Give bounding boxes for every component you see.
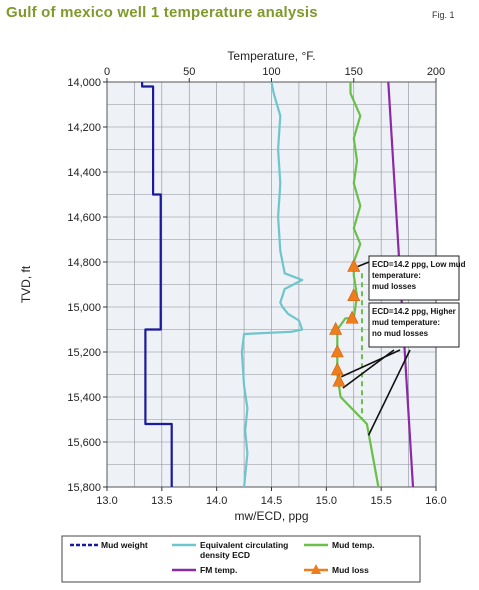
y-tick-label: 15,600 bbox=[67, 437, 101, 449]
legend-swatch-marker bbox=[311, 564, 321, 574]
x-bottom-tick-label: 13.5 bbox=[151, 495, 172, 507]
annotation-text: mud losses bbox=[372, 282, 417, 291]
x-top-tick-label: 50 bbox=[183, 66, 195, 78]
x-top-tick-label: 150 bbox=[345, 66, 363, 78]
annotation-text: mud temperature: bbox=[372, 318, 440, 327]
mud-loss-marker bbox=[330, 344, 344, 358]
x-bottom-tick-label: 15.5 bbox=[370, 495, 391, 507]
x-bottom-tick-label: 14.5 bbox=[261, 495, 282, 507]
mud-weight-line bbox=[141, 82, 173, 487]
legend-label: density ECD bbox=[200, 550, 250, 560]
annotation-leader bbox=[367, 349, 411, 436]
y-tick-label: 15,400 bbox=[67, 392, 101, 404]
y-tick-label: 15,800 bbox=[67, 482, 101, 494]
annotation-text: no mud losses bbox=[372, 329, 429, 338]
x-top-axis-label: Temperature, °F. bbox=[227, 49, 315, 63]
annotation-leader bbox=[342, 349, 395, 389]
mud-loss-marker bbox=[347, 288, 361, 302]
mud-loss-marker bbox=[329, 321, 343, 335]
x-bottom-axis-label: mw/ECD, ppg bbox=[234, 509, 308, 523]
y-tick-label: 14,400 bbox=[67, 167, 101, 179]
annotation-leader bbox=[340, 349, 401, 378]
y-tick-label: 15,000 bbox=[67, 302, 101, 314]
x-top-tick-label: 100 bbox=[262, 66, 280, 78]
x-top-tick-label: 200 bbox=[427, 66, 445, 78]
mud-loss-marker bbox=[347, 258, 361, 272]
annotation-box bbox=[368, 302, 460, 348]
annotation-text: ECD=14.2 ppg, Low mud bbox=[372, 260, 466, 269]
x-bottom-tick-label: 14.0 bbox=[206, 495, 227, 507]
figure-label: Fig. 1 bbox=[432, 10, 455, 20]
x-bottom-tick-label: 15.0 bbox=[316, 495, 337, 507]
annotation-text: ECD=14.2 ppg, Higher bbox=[372, 307, 456, 316]
chart-title: Gulf of mexico well 1 temperature analys… bbox=[6, 4, 318, 21]
annotation-box bbox=[368, 255, 460, 301]
y-tick-label: 14,600 bbox=[67, 212, 101, 224]
legend-label: Mud temp. bbox=[332, 540, 375, 550]
x-top-tick-label: 0 bbox=[104, 66, 110, 78]
legend-label: Mud loss bbox=[332, 565, 369, 575]
annotation-text: temperature: bbox=[372, 271, 421, 280]
y-axis-label: TVD, ft bbox=[19, 265, 33, 303]
mud-loss-marker bbox=[332, 373, 346, 387]
x-bottom-tick-label: 16.0 bbox=[425, 495, 446, 507]
y-tick-label: 15,200 bbox=[67, 347, 101, 359]
y-tick-label: 14,000 bbox=[67, 77, 101, 89]
ecd-line bbox=[240, 81, 304, 488]
y-tick-label: 14,800 bbox=[67, 257, 101, 269]
legend-label: FM temp. bbox=[200, 565, 237, 575]
legend-box bbox=[61, 535, 421, 583]
mud-loss-marker bbox=[330, 362, 344, 376]
x-bottom-tick-label: 13.0 bbox=[96, 495, 117, 507]
y-tick-label: 14,200 bbox=[67, 122, 101, 134]
legend-label: Equivalent circulating bbox=[200, 540, 288, 550]
mud-loss-marker bbox=[345, 310, 359, 324]
legend-label: Mud weight bbox=[101, 540, 148, 550]
annotation-leader bbox=[357, 261, 370, 268]
